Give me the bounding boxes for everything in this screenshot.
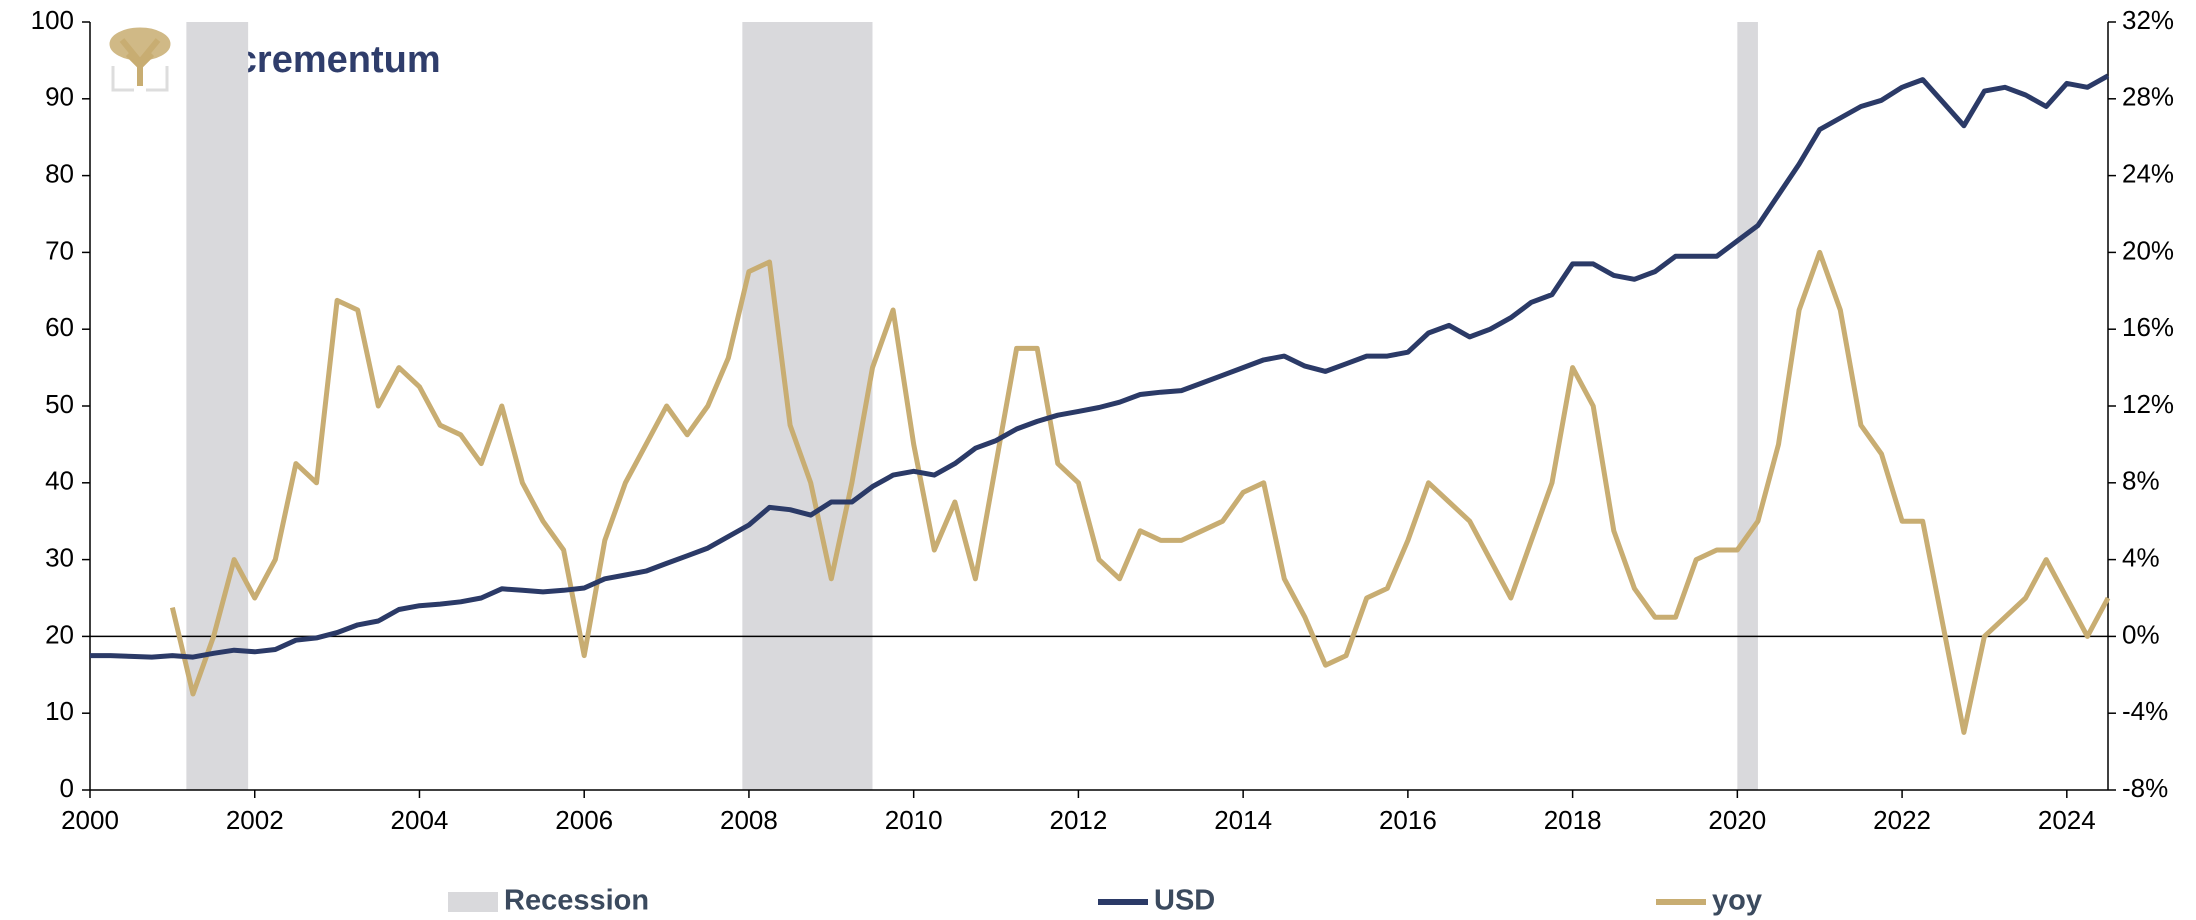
y-tick-label: 10 [45,696,74,726]
y-tick-label: 40 [45,466,74,496]
y2-tick-label: 32% [2122,5,2174,35]
legend-label: USD [1154,885,1215,917]
x-tick-label: 2018 [1544,805,1602,835]
y-tick-label: 100 [31,5,74,35]
legend-label: yoy [1712,885,1762,917]
x-tick-label: 2020 [1708,805,1766,835]
series-line [169,249,2111,735]
y-tick-label: 0 [60,773,74,803]
y2-tick-label: 24% [2122,158,2174,188]
y2-tick-label: 28% [2122,82,2174,112]
y-tick-label: 70 [45,235,74,265]
y2-tick-label: 4% [2122,542,2160,572]
x-tick-label: 2014 [1214,805,1272,835]
x-tick-label: 2004 [391,805,449,835]
y2-tick-label: 0% [2122,619,2160,649]
x-tick-label: 2024 [2038,805,2096,835]
x-tick-label: 2012 [1049,805,1107,835]
y2-tick-label: 20% [2122,235,2174,265]
recession-band [186,22,249,790]
y-tick-label: 30 [45,542,74,572]
y2-tick-label: -8% [2122,773,2168,803]
y-tick-label: 50 [45,389,74,419]
legend-label: Recession [504,885,649,917]
y-tick-label: 60 [45,312,74,342]
series-line [90,73,2110,660]
x-tick-label: 2010 [885,805,943,835]
y2-tick-label: 8% [2122,466,2160,496]
x-tick-label: 2000 [61,805,119,835]
logo-icon [109,27,171,92]
y2-tick-label: 16% [2122,312,2174,342]
y-tick-label: 80 [45,158,74,188]
x-tick-label: 2002 [226,805,284,835]
x-tick-label: 2006 [555,805,613,835]
x-tick-label: 2022 [1873,805,1931,835]
y-tick-label: 90 [45,82,74,112]
y2-tick-label: -4% [2122,696,2168,726]
y-tick-label: 20 [45,619,74,649]
legend-swatch [448,892,498,912]
recession-band [1737,22,1758,790]
x-tick-label: 2016 [1379,805,1437,835]
x-tick-label: 2008 [720,805,778,835]
recession-band [742,22,873,790]
y2-tick-label: 12% [2122,389,2174,419]
